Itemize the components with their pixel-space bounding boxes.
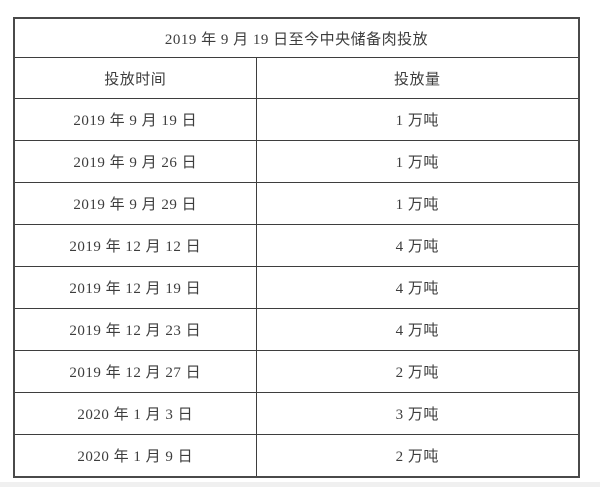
table-title-row: 2019 年 9 月 19 日至今中央储备肉投放 bbox=[13, 17, 580, 58]
table-title: 2019 年 9 月 19 日至今中央储备肉投放 bbox=[13, 17, 580, 58]
amount-cell: 4 万吨 bbox=[255, 308, 580, 351]
table-header-row: 投放时间 投放量 bbox=[13, 57, 580, 99]
date-cell: 2019 年 9 月 29 日 bbox=[13, 182, 257, 225]
table-row: 2019 年 12 月 23 日 4 万吨 bbox=[13, 308, 580, 351]
table-row: 2019 年 9 月 19 日 1 万吨 bbox=[13, 98, 580, 141]
column-header-amount: 投放量 bbox=[255, 57, 580, 99]
date-cell: 2019 年 9 月 19 日 bbox=[13, 98, 257, 141]
meat-release-table: 2019 年 9 月 19 日至今中央储备肉投放 投放时间 投放量 2019 年… bbox=[13, 17, 581, 478]
amount-cell: 1 万吨 bbox=[255, 182, 580, 225]
date-cell: 2019 年 12 月 27 日 bbox=[13, 350, 257, 393]
table-row: 2019 年 12 月 19 日 4 万吨 bbox=[13, 266, 580, 309]
amount-cell: 1 万吨 bbox=[255, 140, 580, 183]
table-row: 2019 年 12 月 27 日 2 万吨 bbox=[13, 350, 580, 393]
amount-cell: 4 万吨 bbox=[255, 266, 580, 309]
date-cell: 2019 年 12 月 23 日 bbox=[13, 308, 257, 351]
amount-cell: 2 万吨 bbox=[255, 350, 580, 393]
table-row: 2020 年 1 月 9 日 2 万吨 bbox=[13, 434, 580, 478]
amount-cell: 3 万吨 bbox=[255, 392, 580, 435]
table-row: 2019 年 9 月 26 日 1 万吨 bbox=[13, 140, 580, 183]
table-row: 2019 年 9 月 29 日 1 万吨 bbox=[13, 182, 580, 225]
amount-cell: 2 万吨 bbox=[255, 434, 580, 478]
amount-cell: 4 万吨 bbox=[255, 224, 580, 267]
amount-cell: 1 万吨 bbox=[255, 98, 580, 141]
column-header-date: 投放时间 bbox=[13, 57, 257, 99]
image-bottom-edge bbox=[0, 482, 600, 487]
date-cell: 2019 年 12 月 19 日 bbox=[13, 266, 257, 309]
table-row: 2019 年 12 月 12 日 4 万吨 bbox=[13, 224, 580, 267]
date-cell: 2020 年 1 月 3 日 bbox=[13, 392, 257, 435]
date-cell: 2019 年 12 月 12 日 bbox=[13, 224, 257, 267]
date-cell: 2019 年 9 月 26 日 bbox=[13, 140, 257, 183]
date-cell: 2020 年 1 月 9 日 bbox=[13, 434, 257, 478]
table-row: 2020 年 1 月 3 日 3 万吨 bbox=[13, 392, 580, 435]
